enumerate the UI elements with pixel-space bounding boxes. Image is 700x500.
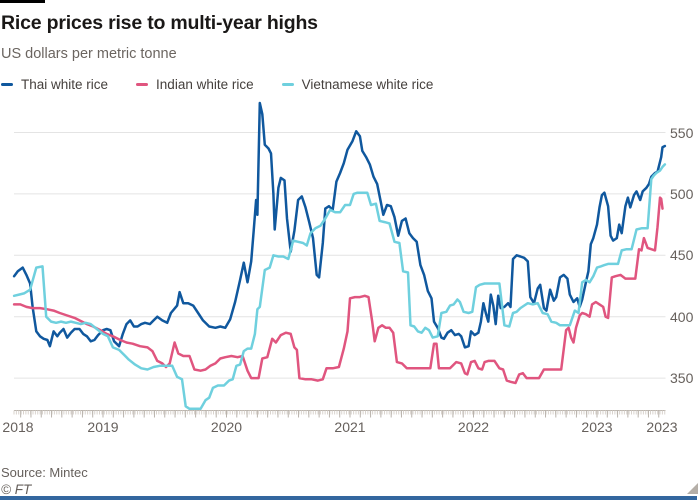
x-axis-label: 2021 bbox=[334, 419, 366, 435]
legend-item-indian: Indian white rice bbox=[136, 77, 254, 92]
y-axis-label: 550 bbox=[670, 124, 694, 141]
source-note: Source: Mintec bbox=[1, 465, 88, 480]
legend-item-vietnamese: Vietnamese white rice bbox=[281, 77, 434, 92]
ft-top-rule bbox=[0, 0, 45, 3]
y-axis-label: 500 bbox=[670, 185, 694, 202]
x-axis-label: 2023 bbox=[646, 419, 678, 435]
legend-label: Vietnamese white rice bbox=[301, 77, 434, 92]
indian-line-swatch-icon bbox=[136, 82, 149, 87]
x-axis-label: 2019 bbox=[87, 419, 119, 435]
vietnamese-line-swatch-icon bbox=[281, 82, 294, 87]
y-axis-label: 450 bbox=[670, 247, 694, 264]
series-line-indian bbox=[12, 196, 664, 385]
x-axis-label: 2020 bbox=[210, 419, 243, 435]
resize-handle-icon[interactable] bbox=[687, 483, 698, 494]
series-line-thai bbox=[12, 101, 667, 349]
y-axis-label: 350 bbox=[670, 370, 694, 387]
x-axis-label: 2018 bbox=[2, 419, 34, 435]
chart-subtitle: US dollars per metric tonne bbox=[1, 46, 177, 62]
legend-label: Thai white rice bbox=[21, 77, 109, 92]
series-line-vietnamese bbox=[12, 163, 667, 411]
x-axis-label: 2022 bbox=[457, 419, 490, 435]
y-axis-label: 400 bbox=[670, 308, 694, 325]
x-axis-label: 2023 bbox=[581, 419, 613, 435]
thai-line-swatch-icon bbox=[1, 82, 13, 87]
bottom-scrollbar[interactable] bbox=[0, 496, 697, 500]
page-title: Rice prices rise to multi-year highs bbox=[1, 12, 318, 34]
copyright-note: © FT bbox=[1, 482, 32, 497]
legend-item-thai: Thai white rice bbox=[1, 77, 108, 92]
legend-label: Indian white rice bbox=[156, 77, 254, 92]
legend: Thai white rice Indian white rice Vietna… bbox=[1, 77, 461, 92]
